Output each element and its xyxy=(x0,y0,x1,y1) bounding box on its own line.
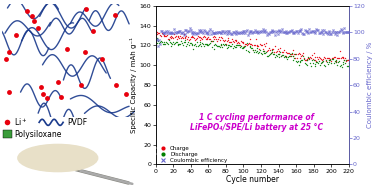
Text: Polysiloxane: Polysiloxane xyxy=(14,130,61,139)
Text: PVDF: PVDF xyxy=(67,118,87,127)
Bar xyxy=(3,130,12,138)
Legend: Charge, Discharge, Coulombic efficiency: Charge, Discharge, Coulombic efficiency xyxy=(157,146,227,163)
Text: Li$^+$: Li$^+$ xyxy=(14,116,27,128)
X-axis label: Cycle number: Cycle number xyxy=(226,175,279,184)
Y-axis label: Specific Capacity / mAh g⁻¹: Specific Capacity / mAh g⁻¹ xyxy=(130,37,137,133)
Y-axis label: Coulombic efficiency / %: Coulombic efficiency / % xyxy=(368,42,374,128)
Circle shape xyxy=(18,144,98,172)
Text: 1 C cycling performance of
LiFePO₄/SPE/Li battery at 25 °C: 1 C cycling performance of LiFePO₄/SPE/L… xyxy=(190,113,323,132)
